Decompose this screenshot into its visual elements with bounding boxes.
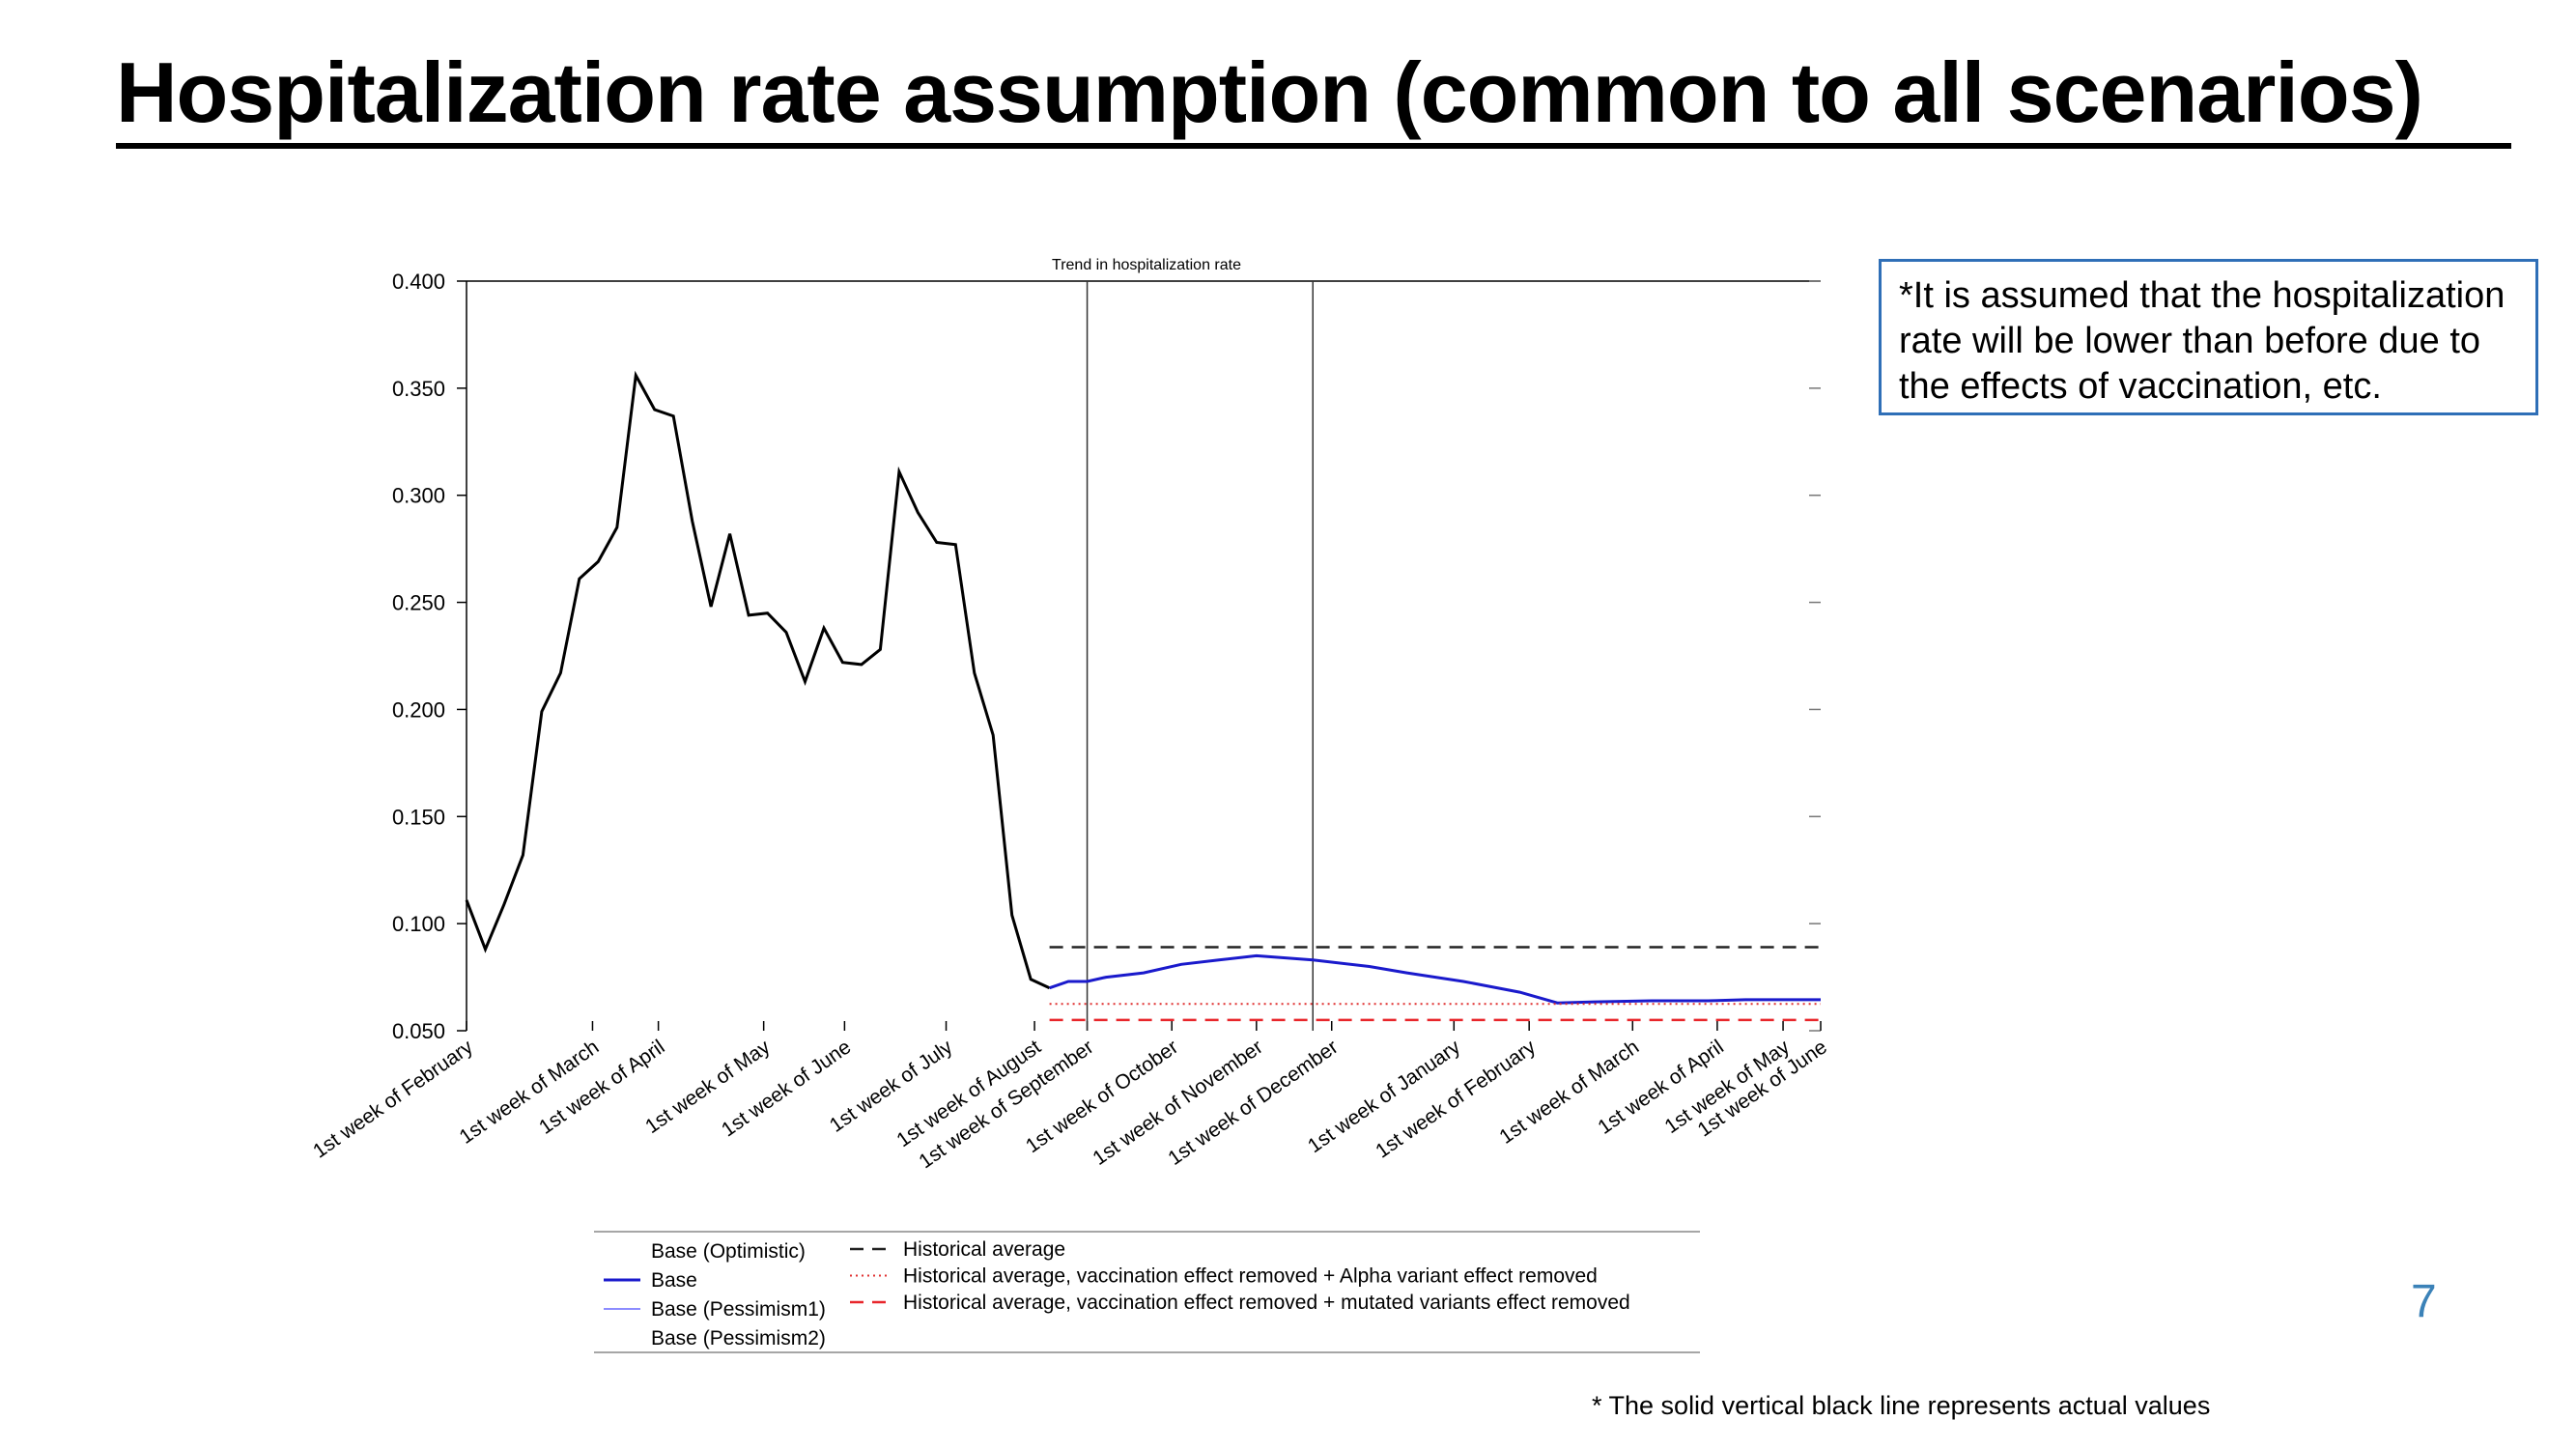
legend-label: Base (651, 1269, 697, 1292)
legend-label: Base (Optimistic) (651, 1240, 806, 1263)
y-tick-label: 0.100 (392, 912, 445, 936)
series-line (465, 370, 1051, 990)
y-tick-label: 0.200 (392, 697, 445, 722)
y-tick-label: 0.250 (392, 591, 445, 615)
chart-legend: Base (Optimistic) Base Base (Pessimism1) Ba… (594, 1231, 1700, 1353)
actual-value-divider-lines (1086, 281, 1314, 1031)
legend-label: Historical average, vaccination effect r… (903, 1265, 1598, 1288)
legend-label: Base (Pessimism1) (651, 1298, 826, 1321)
footnote: * The solid vertical black line represen… (1592, 1391, 2211, 1420)
series-lines (465, 370, 1821, 1022)
y-tick-label: 0.350 (392, 377, 445, 401)
x-tick-label: 1st week of February (309, 1036, 477, 1163)
y-tick-label: 0.400 (392, 270, 445, 294)
title-underline (116, 143, 2511, 149)
slide-title: Hospitalization rate assumption (common … (116, 44, 2423, 140)
y-tick-label: 0.050 (392, 1019, 445, 1043)
series-line (1049, 953, 1821, 1005)
y-axis: 0.050 0.100 0.150 0.200 0.250 0.300 0.350 0.400 (392, 270, 1821, 1043)
assumption-note: *It is assumed that the hospitalization … (1879, 259, 2538, 415)
legend-label: Historical average (903, 1238, 1065, 1261)
legend-label: Historical average, vaccination effect r… (903, 1292, 1630, 1314)
plot-frame (466, 280, 1821, 1031)
chart-title: Trend in hospitalization rate (1052, 257, 1241, 273)
y-tick-label: 0.300 (392, 484, 445, 508)
x-tick-label: 1st week of October (1022, 1036, 1182, 1157)
y-tick-label: 0.150 (392, 805, 445, 829)
legend-label: Base (Pessimism2) (651, 1327, 826, 1350)
page-number: 7 (2411, 1276, 2437, 1327)
